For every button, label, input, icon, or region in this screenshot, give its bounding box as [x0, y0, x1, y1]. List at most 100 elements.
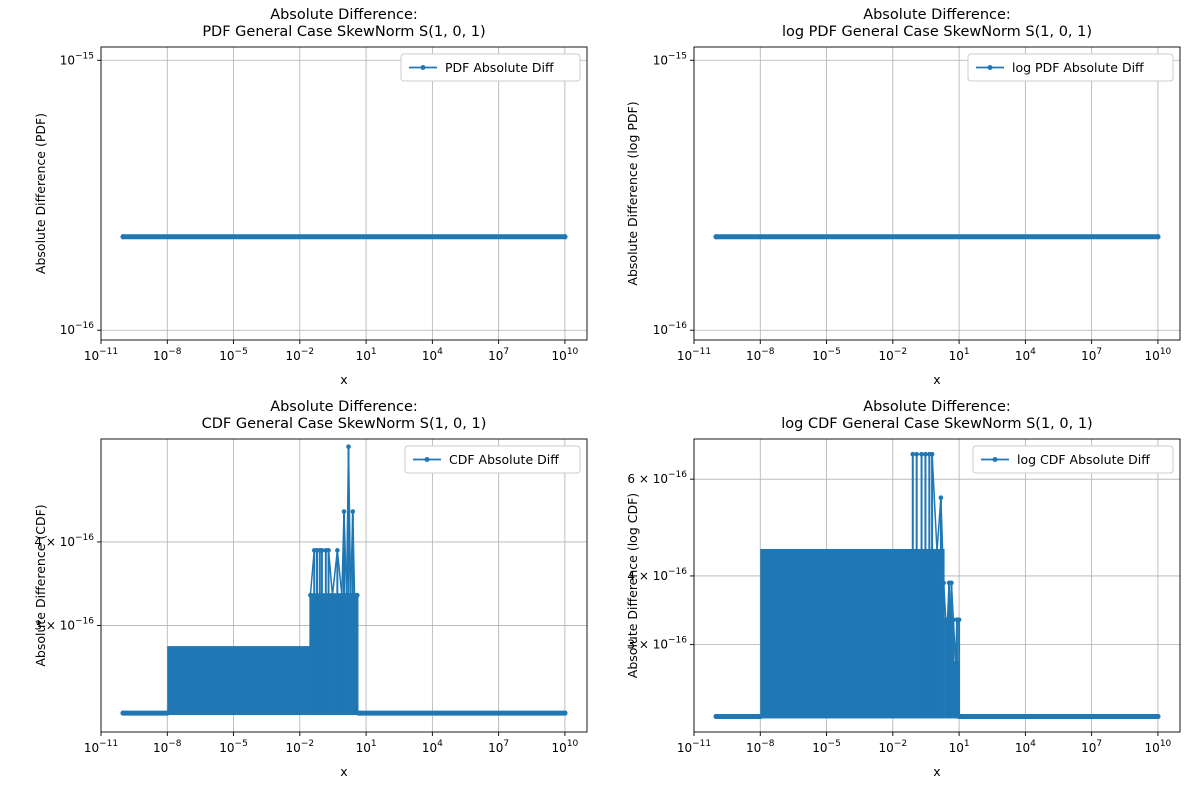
series-pdf-absolute-diff: [120, 234, 568, 240]
y-axis-label: Absolute Difference (log CDF): [625, 493, 640, 678]
legend: PDF Absolute Diff: [400, 53, 581, 82]
x-axis-label: x: [933, 764, 940, 779]
x-tick-label: 10−5: [812, 739, 841, 755]
y-tick-label: 3 × 10−16: [627, 636, 687, 652]
y-tick-label: 6 × 10−16: [627, 470, 687, 486]
legend-box: [404, 445, 581, 474]
series-point: [1155, 713, 1161, 720]
x-tick-label: 107: [488, 347, 509, 363]
legend: log PDF Absolute Diff: [967, 53, 1174, 82]
legend-box: [400, 53, 581, 82]
x-tick-label: 1010: [552, 739, 579, 755]
chart-title-line-2: log CDF General Case SkewNorm S(1, 0, 1): [781, 416, 1092, 432]
x-tick-label: 10−8: [746, 347, 775, 363]
series-point: [562, 710, 568, 716]
x-tick-label: 10−2: [286, 739, 315, 755]
series-oscillation-band: [167, 646, 311, 716]
series-line-segment: [331, 550, 339, 596]
series-line-segment: [936, 497, 942, 552]
x-tick-label: 101: [356, 739, 377, 755]
series-cdf-absolute-diff: [120, 444, 568, 716]
y-tick-label: 10−15: [60, 51, 94, 67]
y-tick-label: 10−16: [60, 321, 95, 337]
x-axis-label: x: [340, 764, 347, 779]
series-line-segment: [940, 497, 945, 583]
x-tick-label: 10−11: [84, 739, 118, 755]
subplot-1: Absolute Difference:PDF General Case Ske…: [33, 7, 588, 387]
x-tick-label: 10−5: [812, 347, 841, 363]
series-line-segment: [341, 511, 345, 596]
chart-title-line-1: Absolute Difference:: [863, 399, 1011, 415]
x-tick-label: 10−5: [219, 347, 248, 363]
legend: CDF Absolute Diff: [404, 445, 581, 474]
x-tick-label: 104: [1015, 347, 1036, 363]
subplot-2: Absolute Difference:log PDF General Case…: [625, 7, 1181, 387]
y-axis-label: Absolute Difference (CDF): [33, 504, 48, 666]
series-line-segment: [347, 446, 352, 596]
axes-frame: [693, 438, 1181, 733]
x-tick-label: 101: [356, 347, 377, 363]
legend-marker: [420, 65, 426, 70]
series-point: [120, 234, 126, 240]
series-line-segment: [309, 550, 315, 596]
axes-frame: [100, 438, 588, 733]
x-tick-label: 10−8: [153, 347, 182, 363]
series-point: [120, 710, 126, 716]
series-line-segment: [327, 550, 334, 596]
series-line-segment: [352, 511, 356, 596]
x-tick-label: 10−11: [84, 347, 118, 363]
series-log-cdf-absolute-diff: [713, 451, 1161, 720]
x-tick-label: 101: [949, 347, 970, 363]
chart-title-line-1: Absolute Difference:: [863, 7, 1011, 23]
x-tick-label: 101: [949, 739, 970, 755]
y-tick-label: 10−16: [653, 321, 688, 337]
x-tick-label: 10−8: [746, 739, 775, 755]
y-axis-label: Absolute Difference (log PDF): [625, 101, 640, 285]
legend-marker: [987, 65, 993, 70]
legend-label: CDF Absolute Diff: [449, 452, 559, 467]
series-point: [562, 234, 568, 240]
x-tick-label: 1010: [552, 347, 579, 363]
subplot-4: Absolute Difference:log CDF General Case…: [625, 399, 1181, 779]
x-tick-label: 10−11: [677, 347, 711, 363]
series-line-segment: [954, 619, 958, 664]
series-line-segment: [931, 454, 938, 552]
series-oscillation-band: [760, 548, 945, 719]
y-tick-label: 4 × 10−16: [627, 567, 687, 583]
x-tick-label: 10−5: [219, 739, 248, 755]
chart-title-line-2: CDF General Case SkewNorm S(1, 0, 1): [202, 416, 487, 432]
legend-marker: [992, 457, 998, 462]
x-tick-label: 10−2: [879, 347, 908, 363]
legend-box: [967, 53, 1174, 82]
legend-label: log CDF Absolute Diff: [1017, 452, 1150, 467]
y-tick-label: 3 × 10−16: [34, 617, 94, 633]
x-tick-label: 104: [422, 347, 443, 363]
y-tick-label: 4 × 10−16: [34, 533, 94, 549]
legend-label: log PDF Absolute Diff: [1012, 60, 1144, 75]
x-tick-label: 10−11: [677, 739, 711, 755]
x-tick-label: 1010: [1145, 739, 1172, 755]
series-point: [713, 234, 719, 240]
chart-title-line-2: PDF General Case SkewNorm S(1, 0, 1): [202, 24, 485, 40]
subplot-3: Absolute Difference:CDF General Case Ske…: [33, 399, 588, 779]
axes-frame: [100, 46, 588, 341]
chart-title-line-1: Absolute Difference:: [270, 399, 418, 415]
y-tick-label: 10−15: [653, 51, 687, 67]
x-tick-label: 1010: [1145, 347, 1172, 363]
series-point: [1155, 234, 1161, 240]
x-tick-label: 10−8: [153, 739, 182, 755]
x-tick-label: 10−2: [879, 739, 908, 755]
x-tick-label: 107: [1081, 347, 1102, 363]
y-axis-label: Absolute Difference (PDF): [33, 113, 48, 274]
x-tick-label: 104: [1015, 739, 1036, 755]
axes-frame: [693, 46, 1181, 341]
x-axis-label: x: [933, 372, 940, 387]
x-axis-label: x: [340, 372, 347, 387]
series-point: [713, 713, 719, 720]
series-line-segment: [942, 582, 947, 620]
x-tick-label: 107: [1081, 739, 1102, 755]
legend-label: PDF Absolute Diff: [445, 60, 554, 75]
legend-marker: [424, 457, 430, 462]
series-log-pdf-absolute-diff: [713, 234, 1161, 240]
